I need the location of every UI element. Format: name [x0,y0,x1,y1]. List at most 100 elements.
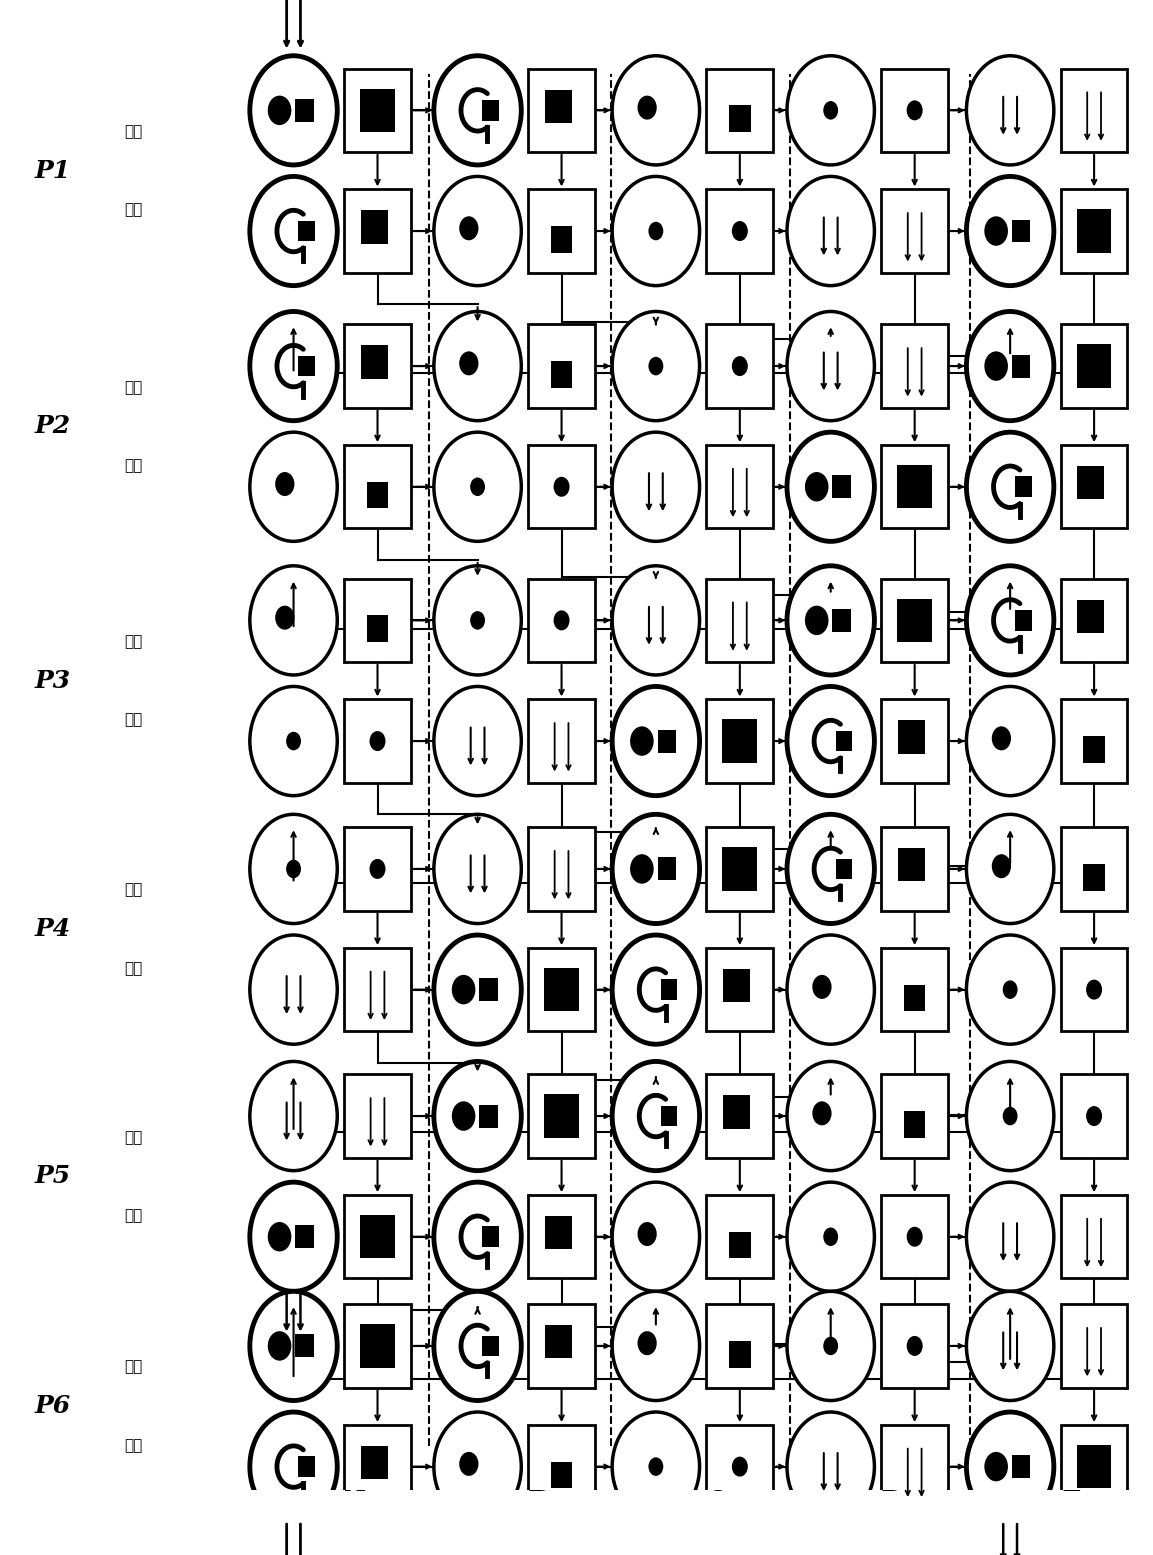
Circle shape [434,935,521,1045]
Circle shape [992,726,1011,751]
Bar [344,700,410,782]
Circle shape [787,935,874,1045]
Text: P6: P6 [35,1395,71,1418]
Bar [1061,578,1128,662]
Text: 开始: 开始 [125,883,143,897]
Bar [661,980,677,1000]
Circle shape [787,815,874,924]
Bar [361,1446,387,1479]
Bar [545,1325,572,1359]
Bar [707,1424,774,1508]
Circle shape [452,975,475,1005]
Bar [344,1075,410,1158]
Bar [1061,68,1128,152]
Bar [344,190,410,272]
Circle shape [612,1412,700,1521]
Bar [544,1095,579,1138]
Bar [707,1075,774,1158]
Bar [1012,1455,1031,1479]
Circle shape [732,221,748,241]
Bar [361,345,387,378]
Bar [1077,210,1111,253]
Circle shape [612,1062,700,1171]
Circle shape [286,860,301,879]
Circle shape [612,935,700,1045]
Bar [836,731,852,751]
Text: P2: P2 [35,415,71,439]
Bar [544,967,579,1011]
Circle shape [250,1182,338,1291]
Bar [528,949,595,1031]
Bar [707,445,774,529]
Circle shape [250,432,338,541]
Circle shape [612,56,700,165]
Text: 开始: 开始 [125,1129,143,1144]
Text: 结束: 结束 [125,202,143,218]
Bar [881,827,948,911]
Circle shape [459,1452,478,1476]
Circle shape [553,477,570,496]
Circle shape [612,432,700,541]
Circle shape [966,566,1054,675]
Circle shape [612,176,700,286]
Circle shape [648,222,663,241]
Bar [1084,736,1105,764]
Circle shape [787,1412,874,1521]
Circle shape [250,566,338,675]
Bar [528,1305,595,1387]
Text: P3: P3 [35,669,71,692]
Circle shape [787,56,874,165]
Bar [881,578,948,662]
Bar [344,1196,410,1278]
Circle shape [985,1452,1008,1482]
Text: B: B [529,1473,551,1496]
Circle shape [250,815,338,924]
Circle shape [823,1227,838,1246]
Circle shape [813,1101,831,1126]
Text: A: A [347,1473,366,1496]
Circle shape [966,1062,1054,1171]
Circle shape [985,351,1008,381]
Bar [1012,219,1031,243]
Text: P1: P1 [35,159,71,182]
Circle shape [985,216,1008,246]
Bar [528,1424,595,1508]
Circle shape [452,1101,475,1130]
Circle shape [250,56,338,165]
Circle shape [787,311,874,421]
Bar [729,1232,751,1258]
Circle shape [787,1062,874,1171]
Bar [1061,1305,1128,1387]
Circle shape [638,1222,657,1246]
Bar [1061,190,1128,272]
Bar [707,700,774,782]
Circle shape [732,1457,748,1477]
Circle shape [250,686,338,796]
Circle shape [434,815,521,924]
Text: P4: P4 [35,917,71,941]
Circle shape [612,815,700,924]
Bar [707,325,774,407]
Circle shape [553,611,570,630]
Circle shape [434,1182,521,1291]
Circle shape [267,1331,292,1361]
Circle shape [434,1412,521,1521]
Bar [657,729,676,753]
Circle shape [787,686,874,796]
Text: 结束: 结束 [125,1208,143,1224]
Bar [904,984,926,1011]
Text: 结束: 结束 [125,712,143,728]
Circle shape [434,1062,521,1171]
Bar [367,616,389,642]
Bar [707,68,774,152]
Bar [360,1325,394,1367]
Bar [344,578,410,662]
Circle shape [267,1222,292,1252]
Circle shape [906,1336,922,1356]
Circle shape [966,815,1054,924]
Circle shape [823,101,838,120]
Circle shape [966,935,1054,1045]
Bar [881,1075,948,1158]
Bar [480,1104,498,1127]
Bar [661,1106,677,1126]
